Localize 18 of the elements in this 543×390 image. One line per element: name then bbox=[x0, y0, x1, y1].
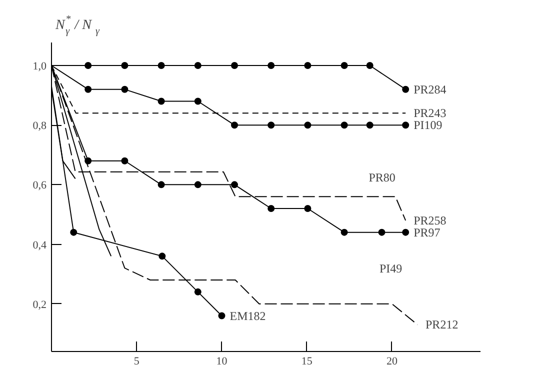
x-tick-label: 15 bbox=[301, 356, 313, 368]
x-tick-label: 10 bbox=[216, 356, 228, 368]
y-tick-label: 0,2 bbox=[32, 298, 46, 311]
y-tick-label: 0,6 bbox=[32, 180, 47, 192]
series-label: PR243 bbox=[414, 106, 446, 120]
annotation: PI49 bbox=[380, 262, 402, 276]
series-label: PR97 bbox=[414, 225, 440, 240]
y-tick-label: 0,8 bbox=[32, 120, 47, 132]
x-tick-label: 5 bbox=[134, 356, 140, 368]
series-label: PR258 bbox=[414, 213, 446, 228]
series-label: EM182 bbox=[230, 308, 266, 323]
series-label: PR284 bbox=[414, 82, 446, 96]
y-tick-label: 1,0 bbox=[32, 60, 47, 73]
annotation: PR80 bbox=[368, 170, 396, 185]
series-label: PI109 bbox=[414, 118, 442, 132]
series-label: PR212 bbox=[426, 318, 458, 332]
y-tick-label: 0,4 bbox=[32, 239, 47, 252]
x-tick-label: 20 bbox=[386, 356, 398, 368]
